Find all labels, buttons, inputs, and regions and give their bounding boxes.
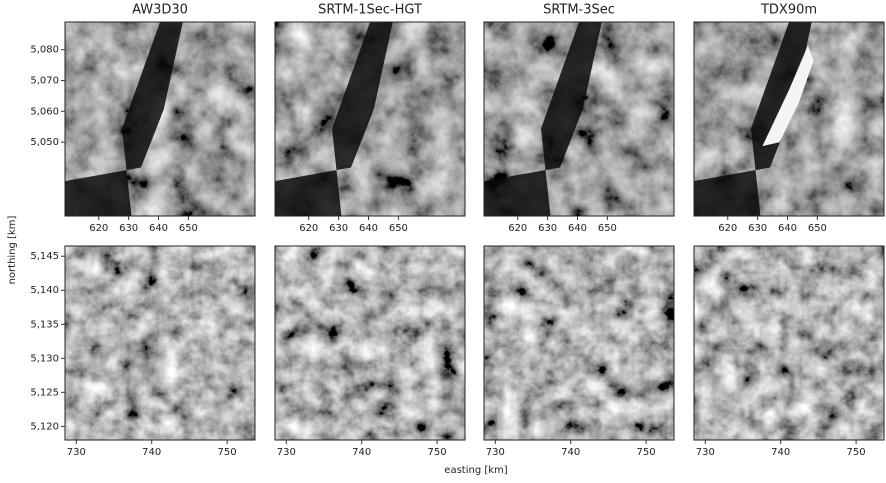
panel-title: SRTM-1Sec-HGT: [318, 3, 422, 18]
x-tick-label: 640: [359, 223, 378, 234]
x-tick-label: 740: [142, 447, 161, 458]
x-tick-label: 740: [352, 447, 371, 458]
x-tick-label: 640: [568, 223, 587, 234]
x-tick-label: 650: [808, 223, 827, 234]
x-tick-label: 730: [277, 447, 296, 458]
y-tick-label: 5,050: [30, 137, 59, 148]
x-tick-label: 640: [149, 223, 168, 234]
x-axis-label: easting [km]: [444, 465, 507, 476]
panel-title: TDX90m: [760, 3, 817, 18]
x-tick-label: 630: [538, 223, 557, 234]
y-axis-label: northing [km]: [7, 216, 18, 285]
y-tick-label: 5,070: [30, 76, 59, 87]
x-tick-label: 630: [748, 223, 767, 234]
x-tick-label: 640: [778, 223, 797, 234]
x-tick-label: 620: [718, 223, 737, 234]
x-tick-label: 650: [598, 223, 617, 234]
panel-title: SRTM-3Sec: [543, 3, 615, 18]
dem-image: [484, 246, 674, 440]
x-tick-label: 740: [561, 447, 580, 458]
x-tick-label: 730: [696, 447, 715, 458]
figure: northing [km] easting [km] AW3D30 620 630 6…: [0, 0, 886, 483]
x-tick-label: 750: [218, 447, 237, 458]
x-tick-label: 750: [847, 447, 866, 458]
x-tick-label: 750: [428, 447, 447, 458]
x-tick-label: 620: [299, 223, 318, 234]
dem-image: [694, 246, 884, 440]
x-tick-label: 630: [119, 223, 138, 234]
panel-title: AW3D30: [132, 3, 188, 18]
y-tick-label: 5,125: [30, 387, 59, 398]
y-tick-label: 5,135: [30, 319, 59, 330]
x-tick-label: 630: [329, 223, 348, 234]
y-tick-label: 5,130: [30, 353, 59, 364]
x-tick-label: 740: [771, 447, 790, 458]
x-tick-label: 730: [67, 447, 86, 458]
y-tick-label: 5,140: [30, 285, 59, 296]
y-tick-label: 5,145: [30, 251, 59, 262]
x-tick-label: 750: [637, 447, 656, 458]
dem-image: [275, 246, 465, 440]
x-tick-label: 650: [179, 223, 198, 234]
y-tick-label: 5,080: [30, 45, 59, 56]
x-tick-label: 730: [486, 447, 505, 458]
y-tick-label: 5,120: [30, 421, 59, 432]
x-tick-label: 620: [508, 223, 527, 234]
x-tick-label: 650: [389, 223, 408, 234]
y-tick-label: 5,060: [30, 106, 59, 117]
dem-image: [65, 246, 255, 440]
x-tick-label: 620: [89, 223, 108, 234]
